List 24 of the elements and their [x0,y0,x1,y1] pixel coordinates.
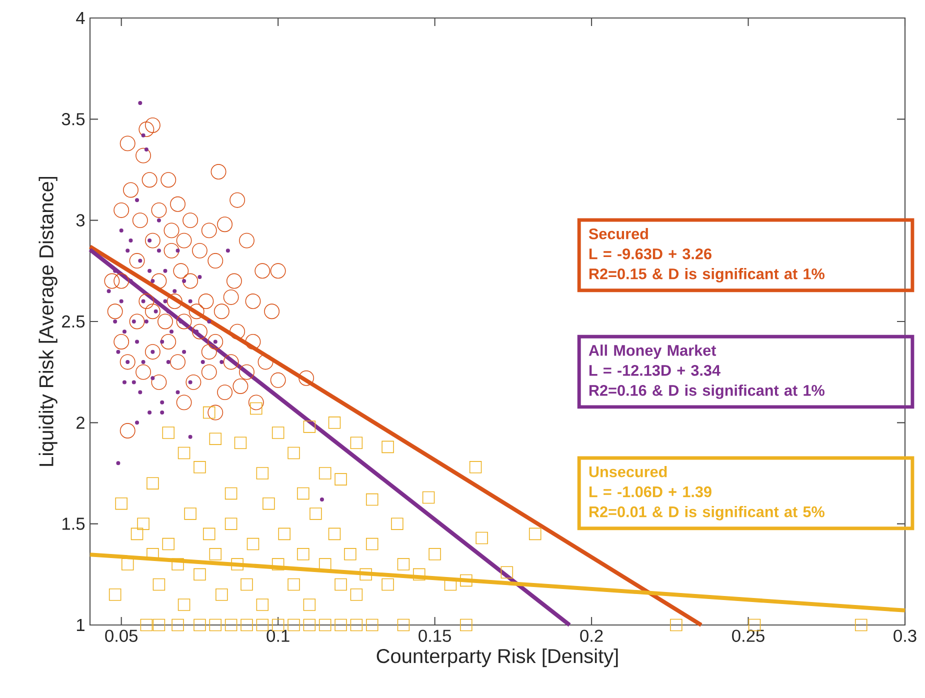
x-tick-label: 0.25 [732,630,764,642]
y-tick-label: 2.5 [62,315,85,328]
x-tick-label: 0.05 [105,630,138,642]
annotation: R2=0.16 & D is significant at 1% [589,384,824,399]
annotation: R2=0.15 & D is significant at 1% [589,268,824,282]
y-tick-label: 3.5 [62,113,85,126]
text: Unsecured [589,466,667,478]
x-tick-label: 0.15 [418,630,451,642]
x-tick-label: 0.1 [266,630,290,642]
annotation: L = -9.63D + 3.26 [589,248,712,260]
text: Secured [588,228,648,240]
annotation: L = -12.13D + 3.34 [589,364,720,376]
y-tick-label: 3 [76,214,85,226]
y-tick-label: 4 [76,12,85,24]
y-axis-title: Liquidity Risk [Average Distance] [38,176,58,466]
x-tick-label: 0.2 [580,630,603,642]
y-tick-label: 1.5 [62,518,85,530]
x-tick-label: 0.3 [894,630,916,642]
y-tick-label: 2 [76,416,84,429]
annotation: R2=0.01 & D is significant at 5% [589,506,824,520]
annotation: L = -1.06D + 1.39 [589,486,712,498]
x-axis-title: Counterparty Risk [Density] [376,648,618,668]
text: All Money Market [588,344,716,359]
y-tick-label: 1 [76,619,84,631]
